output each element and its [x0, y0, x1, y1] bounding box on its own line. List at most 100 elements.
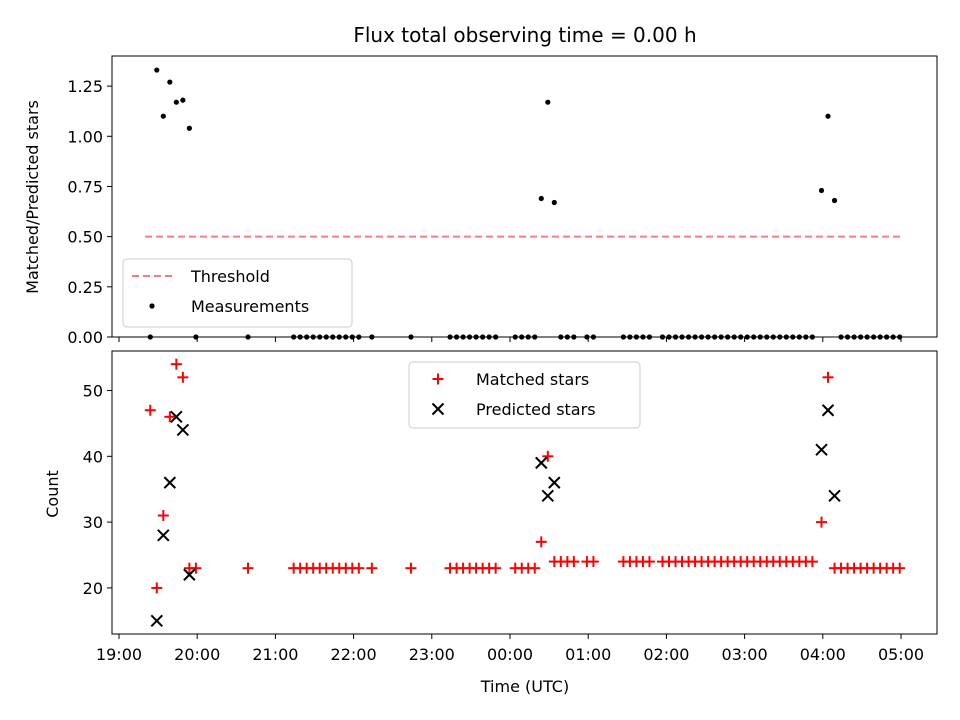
measurement-point: [770, 334, 776, 340]
measurement-point: [864, 334, 870, 340]
predicted-star-point: [170, 410, 183, 424]
matched-star-point: [164, 411, 176, 423]
matched-star-point: [535, 536, 547, 548]
measurement-point: [245, 334, 251, 340]
x-tick-label: 01:00: [565, 645, 611, 664]
predicted-star-point-b: [548, 476, 561, 489]
predicted-star-point-b: [157, 529, 170, 542]
predicted-star-point-b: [541, 489, 555, 502]
measurement-point: [154, 67, 160, 73]
legend-matched-label: Matched stars: [476, 370, 589, 389]
measurement-point: [851, 334, 857, 340]
measurement-point: [698, 334, 705, 340]
measurement-point: [408, 334, 414, 340]
legend-threshold-label: Threshold: [190, 267, 270, 286]
measurement-point: [844, 334, 851, 340]
measurement-point: [486, 334, 492, 340]
predicted-star-point-b: [150, 614, 164, 628]
predicted-star-point-b: [815, 443, 828, 456]
matched-star-point: [242, 562, 254, 574]
legend-predicted-swatch: [431, 402, 445, 416]
measurement-point: [336, 334, 342, 340]
measurement-point: [725, 334, 731, 340]
measurement-point: [571, 334, 577, 340]
measurement-point: [493, 334, 499, 340]
measurement-point: [551, 199, 557, 206]
predicted-star-point-b: [170, 410, 183, 424]
matched-star-point: [170, 358, 182, 370]
top-plot-frame: [111, 55, 938, 338]
measurement-point: [712, 334, 718, 340]
measurement-point: [525, 334, 531, 340]
matched-star-point: [157, 510, 169, 522]
x-tick-label: 03:00: [722, 645, 768, 664]
measurement-point: [790, 334, 796, 340]
predicted-star-point: [821, 404, 835, 417]
measurement-point: [291, 334, 297, 340]
measurement-point: [783, 334, 789, 340]
measurement-point: [297, 334, 303, 340]
x-axis-label: Time (UTC): [480, 677, 569, 696]
measurement-point: [831, 197, 838, 204]
measurement-point: [356, 334, 362, 340]
measurement-point: [473, 334, 479, 340]
top-y-axis-label: Matched/Predicted stars: [23, 100, 42, 294]
measurement-point: [453, 334, 460, 340]
matched-star-point: [151, 582, 163, 594]
top-y-tick-label: 0.75: [67, 177, 103, 196]
predicted-star-point-b: [163, 476, 177, 489]
measurement-point: [871, 334, 877, 340]
predicted-star-point-b: [828, 489, 841, 502]
measurement-point: [369, 334, 375, 340]
predicted-star-point: [548, 476, 561, 489]
measurement-point: [160, 113, 166, 119]
measurement-point: [460, 334, 466, 340]
measurement-point: [538, 195, 544, 202]
measurement-point: [317, 334, 323, 340]
measurement-point: [809, 334, 815, 340]
top-y-tick-label: 0.25: [67, 278, 103, 297]
measurement-point: [167, 79, 173, 85]
matched-star-point: [806, 556, 818, 568]
measurement-point: [330, 334, 336, 340]
measurement-point: [796, 334, 802, 340]
x-tick-label: 20:00: [174, 645, 220, 664]
bottom-plot-frame: [111, 350, 938, 635]
top-legend-box: [122, 258, 353, 328]
matched-star-point: [643, 556, 655, 568]
measurement-point: [897, 334, 903, 340]
measurement-point: [620, 334, 626, 340]
top-y-tick-label: 0.50: [67, 228, 103, 247]
measurement-point: [193, 334, 199, 340]
matched-star-point: [353, 562, 365, 574]
measurement-point: [310, 334, 316, 340]
measurement-point: [818, 187, 825, 194]
measurement-point: [646, 334, 653, 340]
top-y-tick-label: 1.00: [67, 127, 103, 146]
x-tick-label: 02:00: [643, 645, 689, 664]
measurement-point: [705, 334, 711, 340]
bottom-y-tick-label: 30: [83, 513, 103, 532]
matched-star-point: [587, 556, 599, 568]
predicted-star-point: [541, 489, 555, 502]
measurement-point: [718, 334, 724, 340]
measurement-point: [590, 334, 597, 340]
matched-star-point: [490, 562, 502, 574]
measurement-point: [180, 97, 186, 103]
predicted-star-point: [183, 568, 196, 581]
x-tick-label: 21:00: [252, 645, 298, 664]
measurement-point: [173, 99, 179, 105]
matched-star-point: [405, 562, 417, 574]
matched-star-point: [529, 562, 541, 574]
measurement-point: [558, 334, 564, 340]
matched-star-point: [366, 562, 378, 574]
measurement-point: [825, 113, 831, 119]
measurement-point: [877, 334, 883, 340]
measurement-point: [890, 334, 896, 340]
bottom-legend: Matched stars Predicted stars: [408, 361, 641, 429]
predicted-star-point: [815, 443, 828, 456]
matched-star-point: [177, 371, 189, 383]
measurement-point: [532, 334, 538, 340]
measurement-point: [679, 334, 685, 340]
